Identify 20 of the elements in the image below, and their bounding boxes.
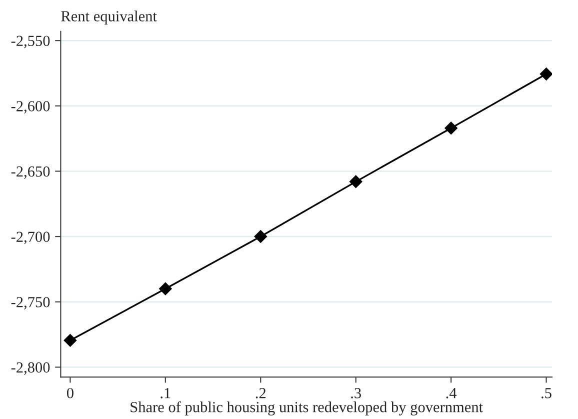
point bbox=[444, 122, 458, 135]
x-tick-label: .3 bbox=[351, 388, 361, 398]
y-axis-title: Rent equivalent bbox=[61, 10, 157, 25]
y-tick-label: -2,800 bbox=[11, 362, 50, 375]
x-tick-label: 0 bbox=[66, 388, 74, 398]
point bbox=[159, 282, 172, 296]
x-tick-label: .4 bbox=[446, 388, 457, 398]
point bbox=[64, 334, 77, 347]
x-tick-label: .2 bbox=[256, 388, 266, 398]
x-axis-title: Share of public housing units redeveloped by government bbox=[130, 401, 483, 416]
y-tick-label: -2,600 bbox=[11, 101, 50, 114]
point bbox=[540, 68, 552, 80]
y-tick-label: -2,550 bbox=[11, 36, 50, 48]
x-tick-label: .1 bbox=[160, 388, 170, 398]
point bbox=[349, 175, 362, 188]
y-tick-label: -2,700 bbox=[11, 232, 50, 244]
x-tick-label: .5 bbox=[542, 388, 552, 398]
y-tick-label: -2,650 bbox=[11, 166, 50, 179]
point bbox=[254, 230, 268, 243]
y-tick-label: -2,750 bbox=[11, 296, 50, 310]
